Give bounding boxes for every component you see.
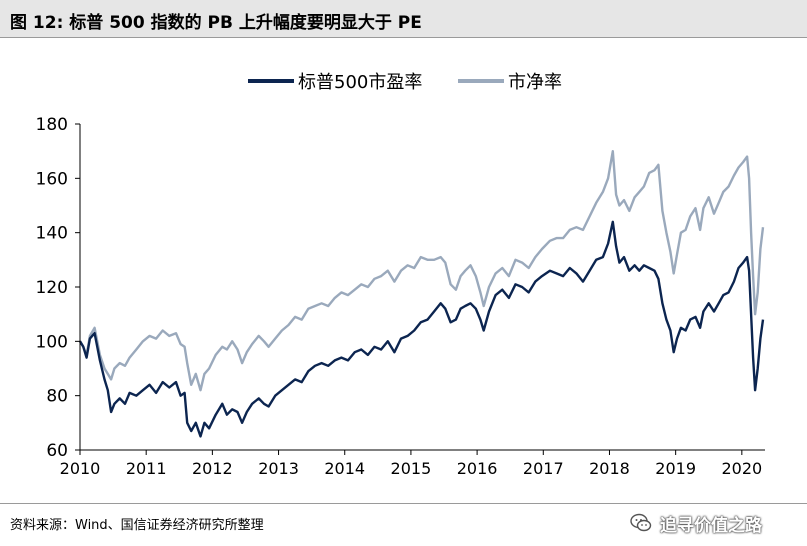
y-tick-label-140: 140 bbox=[36, 224, 68, 244]
series-line-1 bbox=[78, 150, 765, 392]
wechat-watermark: 追寻价值之路 bbox=[628, 506, 762, 540]
x-tick-label-2014: 2014 bbox=[324, 459, 365, 478]
y-tick-label-120: 120 bbox=[36, 278, 68, 298]
y-tick-label-100: 100 bbox=[36, 332, 68, 352]
x-tick-label-2018: 2018 bbox=[589, 459, 630, 478]
x-tick-label-2012: 2012 bbox=[192, 459, 233, 478]
watermark-text: 追寻价值之路 bbox=[660, 515, 762, 536]
y-tick-label-80: 80 bbox=[46, 387, 68, 407]
figure-header: 图 12: 标普 500 指数的 PB 上升幅度要明显大于 PE bbox=[0, 0, 807, 38]
x-tick-label-2019: 2019 bbox=[655, 459, 696, 478]
x-tick-label-2013: 2013 bbox=[258, 459, 299, 478]
wechat-icon bbox=[630, 513, 652, 532]
y-tick-label-160: 160 bbox=[36, 169, 68, 189]
source-divider bbox=[0, 503, 807, 504]
y-tick-label-60: 60 bbox=[46, 441, 68, 461]
series-line-0 bbox=[78, 220, 765, 438]
series-layer bbox=[78, 150, 765, 438]
x-tick-label-2017: 2017 bbox=[523, 459, 564, 478]
legend-label-0: 标普500市盈率 bbox=[298, 72, 422, 93]
y-tick-label-180: 180 bbox=[36, 115, 68, 135]
axes-layer: 60 80 100 120 140 160 180 2010 2011 2012 2013 2014 2… bbox=[36, 115, 765, 478]
line-chart: 标普500市盈率 市净率 60 80 100 120 140 160 180 2010 2011 2… bbox=[36, 72, 765, 478]
x-tick-label-2020: 2020 bbox=[721, 459, 762, 478]
x-tick-label-2016: 2016 bbox=[457, 459, 498, 478]
chart-legend: 标普500市盈率 市净率 bbox=[248, 72, 562, 93]
source-note: 资料来源：Wind、国信证券经济研究所整理 bbox=[10, 518, 264, 533]
x-tick-label-2010: 2010 bbox=[60, 459, 101, 478]
x-tick-label-2011: 2011 bbox=[126, 459, 167, 478]
legend-label-1: 市净率 bbox=[508, 72, 562, 93]
x-tick-label-2015: 2015 bbox=[391, 459, 432, 478]
figure-title: 图 12: 标普 500 指数的 PB 上升幅度要明显大于 PE bbox=[10, 13, 422, 33]
